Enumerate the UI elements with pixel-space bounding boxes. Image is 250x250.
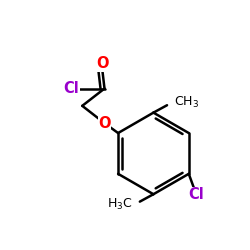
Text: Cl: Cl — [63, 81, 79, 96]
Text: O: O — [96, 56, 108, 71]
Text: Cl: Cl — [188, 187, 204, 202]
Text: CH$_3$: CH$_3$ — [174, 95, 200, 110]
Text: H$_3$C: H$_3$C — [107, 196, 132, 212]
Text: O: O — [98, 116, 111, 131]
